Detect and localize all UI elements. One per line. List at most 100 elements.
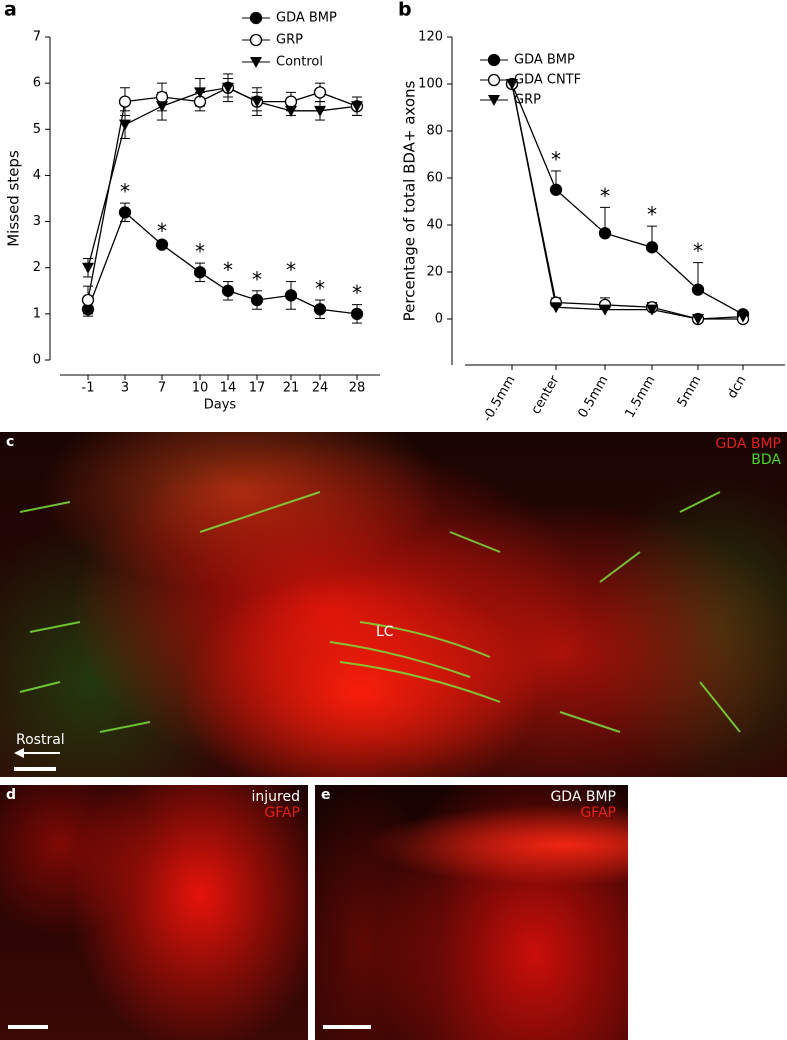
x-tick-label: 3 xyxy=(121,381,129,396)
direction-label: Rostral xyxy=(16,732,65,748)
legend-label: GDA BMP xyxy=(276,11,337,26)
x-tick-label: 7 xyxy=(158,381,166,396)
charts: a b 0 1 2 3 4 5 6 7 Missed steps -1 3 7 10 14 17 21 24 28… xyxy=(4,0,785,425)
x-tick-label: 17 xyxy=(249,381,266,396)
image-d: d injured GFAP xyxy=(0,785,308,1040)
significance-marker: * xyxy=(693,239,703,263)
y-axis-label: Missed steps xyxy=(5,150,23,247)
legend-label: GDA BMP xyxy=(514,53,575,68)
data-point xyxy=(350,307,364,321)
x-tick-label: 28 xyxy=(349,381,366,396)
data-point xyxy=(284,289,298,302)
data-point xyxy=(155,90,169,104)
y-axis-label: Percentage of total BDA+ axons xyxy=(401,80,419,321)
series-line xyxy=(511,83,744,320)
x-tick-label: 5mm xyxy=(675,373,705,410)
x-tick-label: dcn xyxy=(725,373,750,401)
data-point xyxy=(549,183,563,196)
legend-marker xyxy=(250,57,262,68)
x-tick-label: 0.5mm xyxy=(575,373,611,420)
x-tick-label: 1.5mm xyxy=(622,373,658,420)
legend-label: Control xyxy=(276,55,323,70)
fiber xyxy=(19,491,741,733)
fiber xyxy=(339,661,501,703)
data-point xyxy=(550,302,562,314)
y-tick-label: 20 xyxy=(426,265,443,280)
x-tick-label: -0.5mm xyxy=(480,373,518,424)
legend-marker xyxy=(487,53,501,67)
data-point xyxy=(351,101,363,113)
data-point xyxy=(598,227,612,240)
legend-label: GDA CNTF xyxy=(514,73,581,88)
y-tick-label: 60 xyxy=(426,171,443,186)
y-tick-label: 4 xyxy=(33,168,41,183)
y-tick-label: 5 xyxy=(33,122,41,137)
image-label: GDA BMP xyxy=(550,789,616,805)
data-point xyxy=(737,311,749,323)
significance-marker: * xyxy=(600,184,610,208)
data-point xyxy=(313,303,327,316)
data-point xyxy=(313,86,327,99)
significance-marker: * xyxy=(252,267,262,291)
fiber xyxy=(199,491,321,533)
x-tick-label: 14 xyxy=(220,381,237,396)
data-point xyxy=(251,96,263,108)
significance-marker: * xyxy=(195,240,205,264)
data-point xyxy=(646,304,658,316)
data-point xyxy=(599,304,611,316)
data-point xyxy=(314,105,326,117)
fibers xyxy=(19,491,741,733)
legend-marker xyxy=(488,95,500,106)
legend-marker xyxy=(249,11,263,25)
significance-marker: * xyxy=(157,219,167,243)
y-tick-label: 120 xyxy=(418,30,443,45)
significance-marker: * xyxy=(223,258,233,282)
image-c: c GDA BMP BDA LC Rostral xyxy=(0,432,787,777)
image-label: injured xyxy=(251,789,300,805)
panel-label: a xyxy=(4,0,17,21)
significance-marker: * xyxy=(120,180,130,204)
image-label: GFAP xyxy=(580,805,616,821)
legend-label: GRP xyxy=(514,93,541,108)
panel-label: b xyxy=(398,0,412,21)
data-point xyxy=(156,101,168,113)
data-point xyxy=(82,262,94,274)
panel-label: e xyxy=(321,787,331,803)
y-tick-label: 0 xyxy=(33,353,41,368)
arrow-head xyxy=(14,748,24,758)
data-point xyxy=(155,238,169,251)
region-label: LC xyxy=(376,624,394,640)
scale-bar xyxy=(8,1025,48,1029)
legend-marker xyxy=(249,33,263,47)
x-tick-label: -1 xyxy=(82,381,95,396)
data-point xyxy=(645,241,659,254)
y-tick-label: 80 xyxy=(426,124,443,139)
data-point xyxy=(691,283,705,296)
image-label: BDA xyxy=(751,452,781,468)
data-point xyxy=(118,95,132,108)
y-tick-label: 0 xyxy=(435,312,443,327)
y-tick-label: 6 xyxy=(33,76,41,91)
y-tick-label: 7 xyxy=(33,30,41,45)
scale-bar xyxy=(323,1025,371,1029)
data-point xyxy=(193,266,207,279)
significance-marker: * xyxy=(551,147,561,171)
data-point xyxy=(221,284,235,297)
x-tick-label: 21 xyxy=(283,381,300,396)
series-line xyxy=(511,83,743,320)
data-point xyxy=(194,87,206,99)
data-point xyxy=(285,105,297,117)
significance-marker: * xyxy=(286,258,296,282)
series-line xyxy=(511,83,744,315)
significance-marker: * xyxy=(352,281,362,305)
legend-label: GRP xyxy=(276,33,303,48)
significance-marker: * xyxy=(647,203,657,227)
significance-marker: * xyxy=(315,277,325,301)
fiber xyxy=(359,621,491,658)
y-tick-label: 40 xyxy=(426,218,443,233)
y-tick-label: 2 xyxy=(33,260,41,275)
scale-bar xyxy=(14,767,56,771)
series-line xyxy=(87,87,358,268)
data-point xyxy=(250,293,264,307)
